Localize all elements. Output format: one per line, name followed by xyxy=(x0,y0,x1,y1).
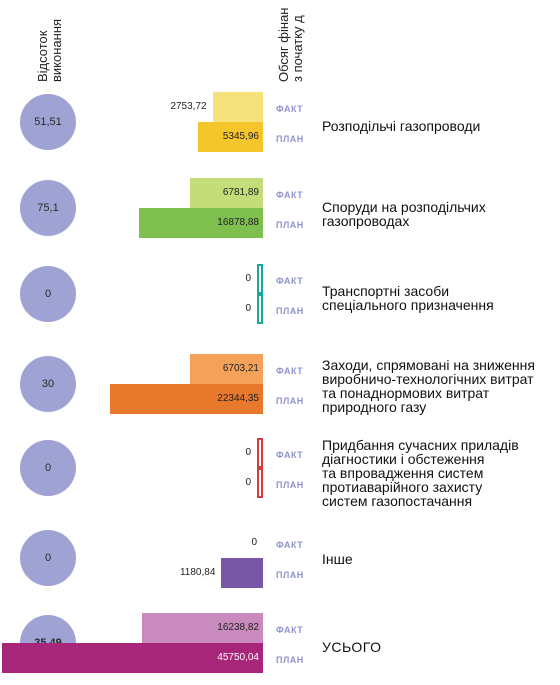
plan-value-label: 0 xyxy=(245,303,251,314)
fact-value-label: 0 xyxy=(245,273,251,284)
fact-tag: ФАКТ xyxy=(276,190,304,200)
fact-value-label: 0 xyxy=(245,447,251,458)
fact-tag: ФАКТ xyxy=(276,104,304,114)
percent-header: Відсоток виконання xyxy=(35,18,64,82)
percent-circle: 51,51 xyxy=(20,94,76,150)
percent-circle: 0 xyxy=(20,440,76,496)
fact-value-label: 16238,82 xyxy=(217,622,259,633)
plan-value-label: 0 xyxy=(245,477,251,488)
category-label: Споруди на розподільчих газопроводах xyxy=(322,199,486,229)
fact-bar xyxy=(190,354,263,384)
category-label: Транспортні засоби спеціального призначе… xyxy=(322,283,494,313)
fact-value-label: 6781,89 xyxy=(222,187,259,198)
plan-tag: ПЛАН xyxy=(276,396,304,406)
plan-bar xyxy=(257,468,263,498)
plan-tag: ПЛАН xyxy=(276,134,304,144)
plan-bar xyxy=(138,208,263,238)
percent-circle: 75,1 xyxy=(20,180,76,236)
plan-tag: ПЛАН xyxy=(276,480,304,490)
percent-circle: 0 xyxy=(20,530,76,586)
fact-tag: ФАКТ xyxy=(276,450,304,460)
fact-tag: ФАКТ xyxy=(276,625,304,635)
plan-value-label: 1180,84 xyxy=(179,567,216,578)
fact-value-label: 0 xyxy=(251,537,257,548)
fact-value-label: 2753,72 xyxy=(170,101,207,112)
plan-value-label: 22344,35 xyxy=(217,393,259,404)
category-label: УСЬОГО xyxy=(322,639,382,655)
fact-value-label: 6703,21 xyxy=(222,363,259,374)
fact-bar xyxy=(257,264,263,294)
plan-bar xyxy=(2,643,263,673)
volume-header: Обсяг фінан з початку д xyxy=(276,7,305,82)
category-label: Придбання сучасних приладів діагностики … xyxy=(322,437,519,509)
fact-tag: ФАКТ xyxy=(276,276,304,286)
category-label: Заходи, спрямовані на зниження виробничо… xyxy=(322,357,535,415)
fact-tag: ФАКТ xyxy=(276,540,304,550)
fact-bar xyxy=(141,613,263,643)
percent-circle: 0 xyxy=(20,266,76,322)
plan-bar xyxy=(257,294,263,324)
fact-bar xyxy=(190,178,263,208)
fact-tag: ФАКТ xyxy=(276,366,304,376)
category-label: Розподільчі газопроводи xyxy=(322,118,481,134)
plan-value-label: 16878,88 xyxy=(217,217,259,228)
percent-circle: 30 xyxy=(20,356,76,412)
fact-bar xyxy=(257,438,263,468)
plan-bar xyxy=(221,558,263,588)
plan-tag: ПЛАН xyxy=(276,306,304,316)
plan-value-label: 5345,96 xyxy=(222,131,259,142)
plan-value-label: 45750,04 xyxy=(217,652,259,663)
plan-tag: ПЛАН xyxy=(276,655,304,665)
plan-bar xyxy=(198,122,263,152)
fact-bar xyxy=(212,92,263,122)
plan-tag: ПЛАН xyxy=(276,220,304,230)
plan-tag: ПЛАН xyxy=(276,570,304,580)
plan-bar xyxy=(110,384,263,414)
category-label: Інше xyxy=(322,551,353,567)
